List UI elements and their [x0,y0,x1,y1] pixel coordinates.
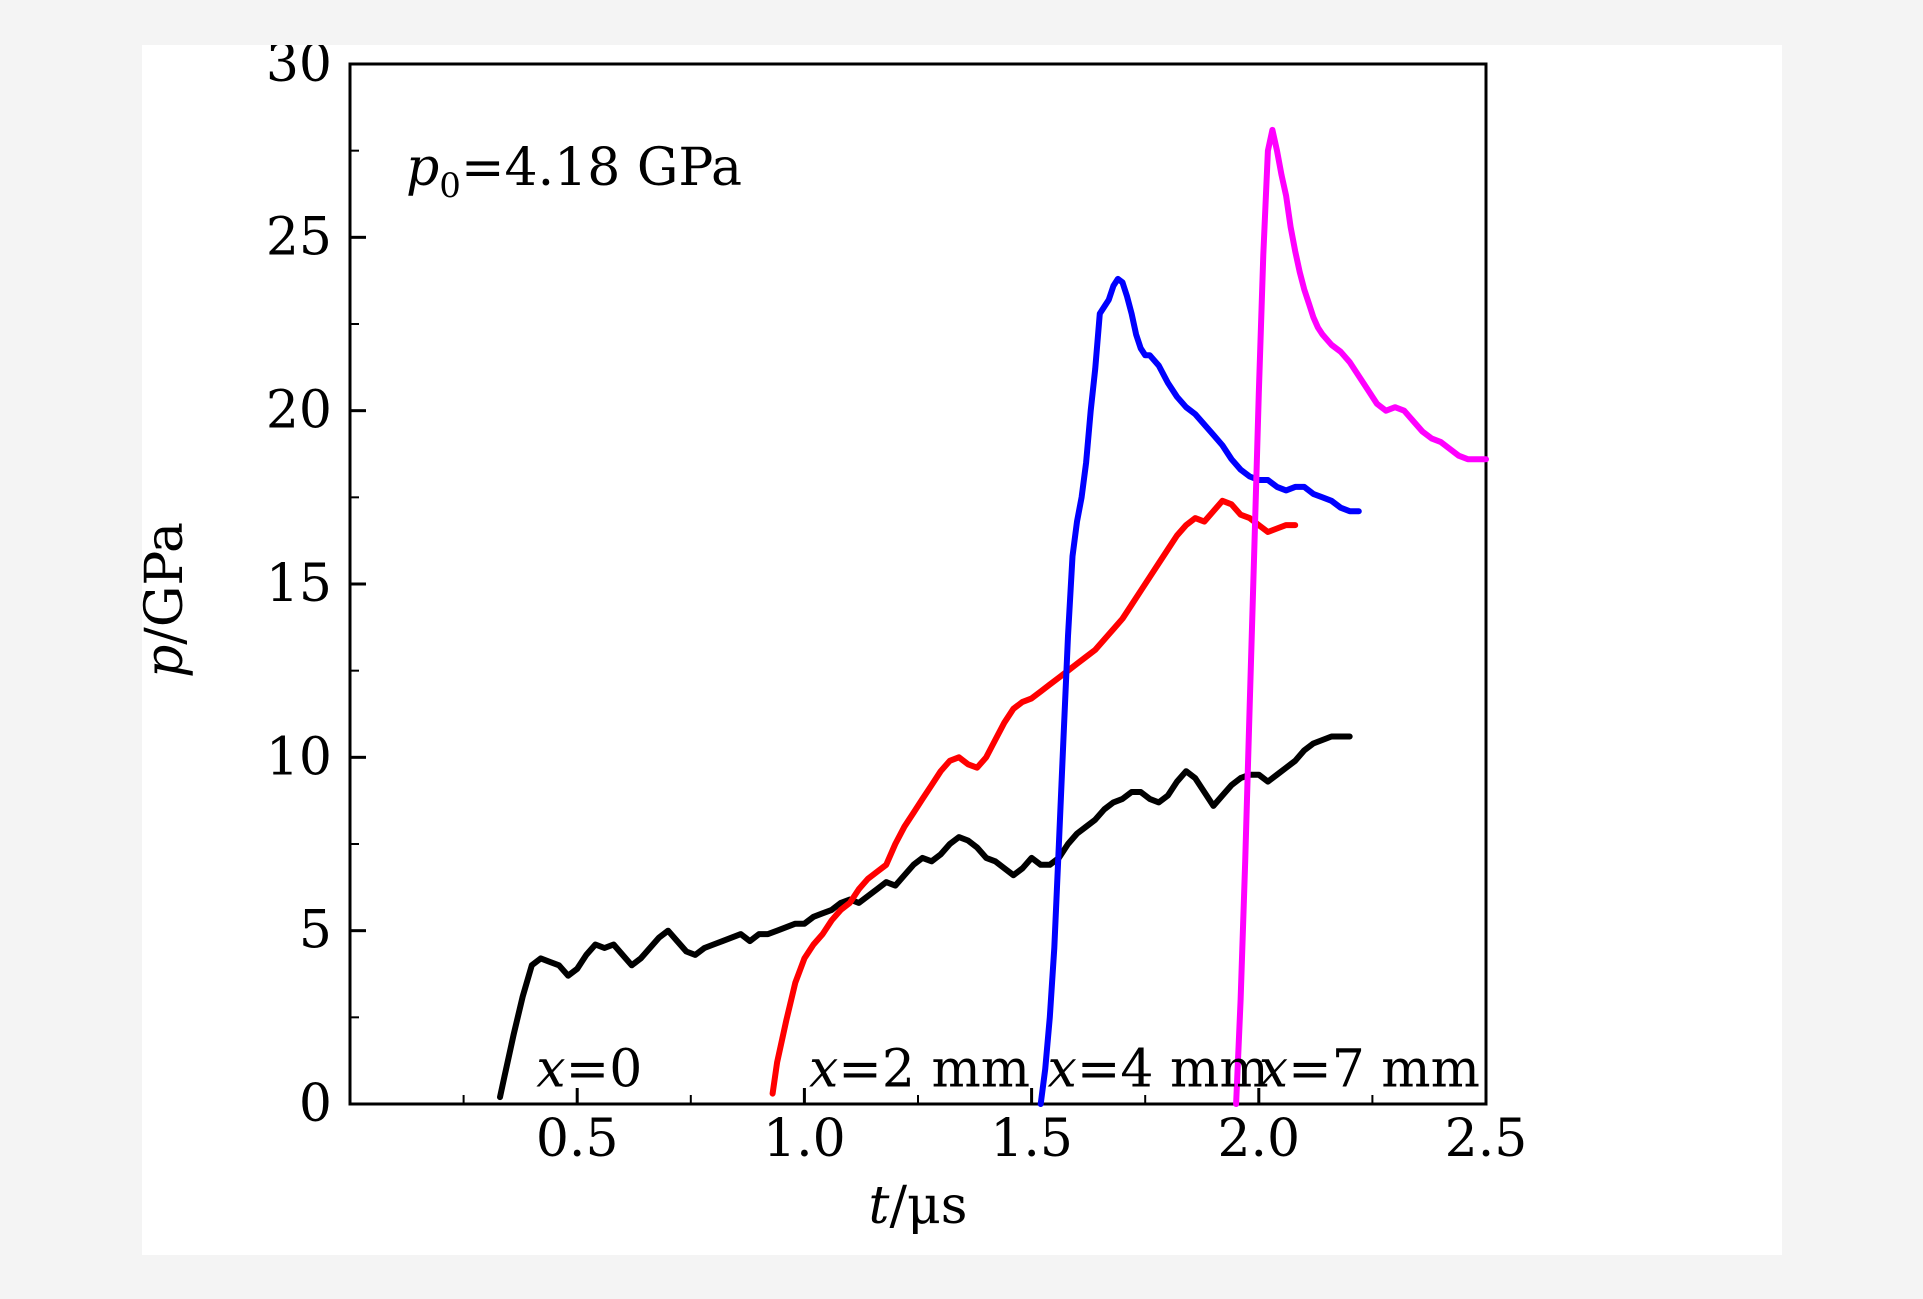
y-tick-label: 5 [299,901,332,961]
y-tick-label: 30 [266,45,332,94]
y-tick-label: 10 [266,727,332,787]
curve-label-0: x=0 [536,1040,642,1100]
curve-labels: x=0 x=2 mm x=4 mmx=7 mm [536,1040,1480,1100]
y-tick-label: 15 [266,554,332,614]
figure-panel: 0.5 1.0 1.5 2.0 2.5 0 5 10 15 20 25 30 x=0 x=2 mm x=… [142,45,1782,1255]
x-axis-label-unit: /μs [889,1176,967,1236]
curve-label-text: =7 mm [1288,1040,1480,1100]
pressure-annotation: p0=4.18 GPa [406,138,742,206]
y-axis-label-var: p [142,645,195,678]
y-axis-label-unit: /GPa [142,522,195,645]
curve-label-var: x [1048,1040,1077,1100]
x-tick-label: 0.5 [536,1109,619,1169]
series-line-2 [1037,275,1362,1107]
curve-label-text: =0 [566,1040,643,1100]
x-axis-label-var: t [869,1176,890,1236]
curve-label-var: x [1259,1040,1288,1100]
annotation-text: =4.18 GPa [461,138,742,198]
y-tick-label: 25 [266,207,332,267]
curve-label-1: x=2 mm [809,1040,1030,1100]
curve-label-3: x=7 mm [1259,1040,1480,1100]
x-axis-label: t/μs [869,1176,968,1236]
x-axis: 0.5 1.0 1.5 2.0 2.5 [462,1088,1528,1169]
curve-label-text: =2 mm [838,1040,1030,1100]
y-axis: 0 5 10 15 20 25 30 [266,45,366,1134]
curves [497,126,1489,1107]
curve-label-var: x [809,1040,838,1100]
x-tick-label: 2.5 [1445,1109,1528,1169]
series-line-1 [769,497,1299,1097]
x-tick-label: 1.5 [990,1109,1073,1169]
series-line-3 [1233,126,1489,1107]
annotation-var: p [406,138,439,198]
x-tick-label: 1.0 [763,1109,846,1169]
curve-label-text: =4 mm [1077,1040,1269,1100]
y-tick-label: 0 [299,1074,332,1134]
series-line-0 [497,733,1353,1101]
plot-frame-group [348,62,1488,1106]
plot-frame [348,62,1488,1106]
curve-label-2: x=4 mm [1048,1040,1269,1100]
y-tick-label: 20 [266,381,332,441]
curve-label-var: x [536,1040,565,1100]
annotation-sub: 0 [439,166,461,206]
x-tick-label: 2.0 [1217,1109,1300,1169]
y-axis-label: p/GPa [142,522,195,678]
